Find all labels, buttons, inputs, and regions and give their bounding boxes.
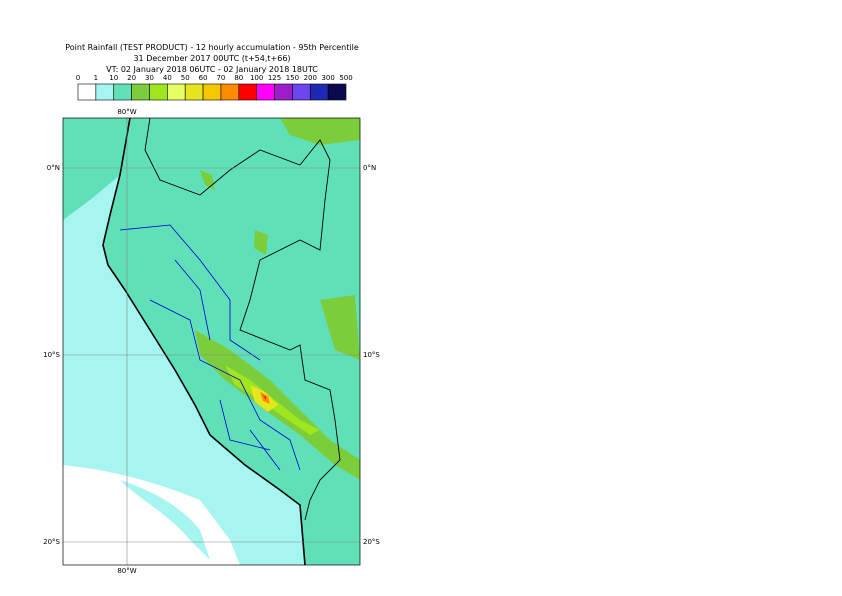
legend-label: 300 [321, 74, 334, 82]
legend-swatch [220, 83, 240, 101]
legend-label: 1 [94, 74, 98, 82]
land-rain [103, 118, 360, 565]
legend-swatch [77, 83, 97, 101]
legend-label: 70 [216, 74, 225, 82]
coastline [102, 118, 306, 565]
map [63, 118, 360, 565]
legend: 0 1 10 20 30 40 50 60 70 80 100 125 150 200 300 500 [76, 74, 353, 101]
rain-ocean [63, 118, 130, 220]
legend-swatch [113, 83, 132, 101]
legend-label: 60 [199, 74, 208, 82]
legend-label: 50 [181, 74, 190, 82]
legend-swatch [184, 83, 204, 101]
legend-label: 200 [304, 74, 317, 82]
legend-swatch [131, 83, 150, 101]
map-frame [62, 117, 361, 566]
lat-label: 10°S [43, 351, 60, 359]
lat-label: 20°S [363, 538, 380, 546]
rain-patch [200, 170, 215, 190]
legend-label: 40 [163, 74, 172, 82]
legend-swatch [292, 83, 311, 101]
rain-streak [120, 480, 210, 560]
legend-swatch [149, 83, 168, 101]
legend-label: 500 [339, 74, 352, 82]
lon-label: 80°W [117, 108, 136, 116]
legend-swatch [202, 83, 222, 101]
lat-label: 0°N [47, 164, 60, 172]
title: Point Rainfall (TEST PRODUCT) - 12 hourl… [65, 43, 359, 52]
legend-swatch [238, 83, 257, 101]
legend-label: 20 [127, 74, 136, 82]
legend-label: 125 [268, 74, 281, 82]
rain-patch [320, 295, 360, 360]
rain-core [263, 395, 266, 400]
legend-swatch [167, 83, 186, 101]
legend-swatch [95, 83, 115, 101]
region-borders [119, 224, 301, 471]
lon-label: 80°W [117, 567, 136, 575]
legend-swatch [327, 83, 347, 101]
base-time: 31 December 2017 00UTC (t+54,t+66) [133, 54, 290, 63]
legend-label: 10 [109, 74, 118, 82]
lat-label: 0°N [363, 164, 376, 172]
rain-patch [254, 230, 268, 255]
valid-time: VT: 02 January 2018 06UTC - 02 January 2… [106, 65, 318, 74]
rain-patch [280, 118, 360, 145]
legend-label: 0 [76, 74, 80, 82]
lat-label: 10°S [363, 351, 380, 359]
legend-swatch [256, 83, 275, 101]
legend-swatch [309, 83, 329, 101]
legend-swatch [274, 83, 293, 101]
legend-label: 100 [250, 74, 263, 82]
legend-label: 30 [145, 74, 154, 82]
legend-label: 150 [286, 74, 299, 82]
legend-label: 80 [234, 74, 243, 82]
lat-label: 20°S [43, 538, 60, 546]
border [144, 118, 341, 521]
